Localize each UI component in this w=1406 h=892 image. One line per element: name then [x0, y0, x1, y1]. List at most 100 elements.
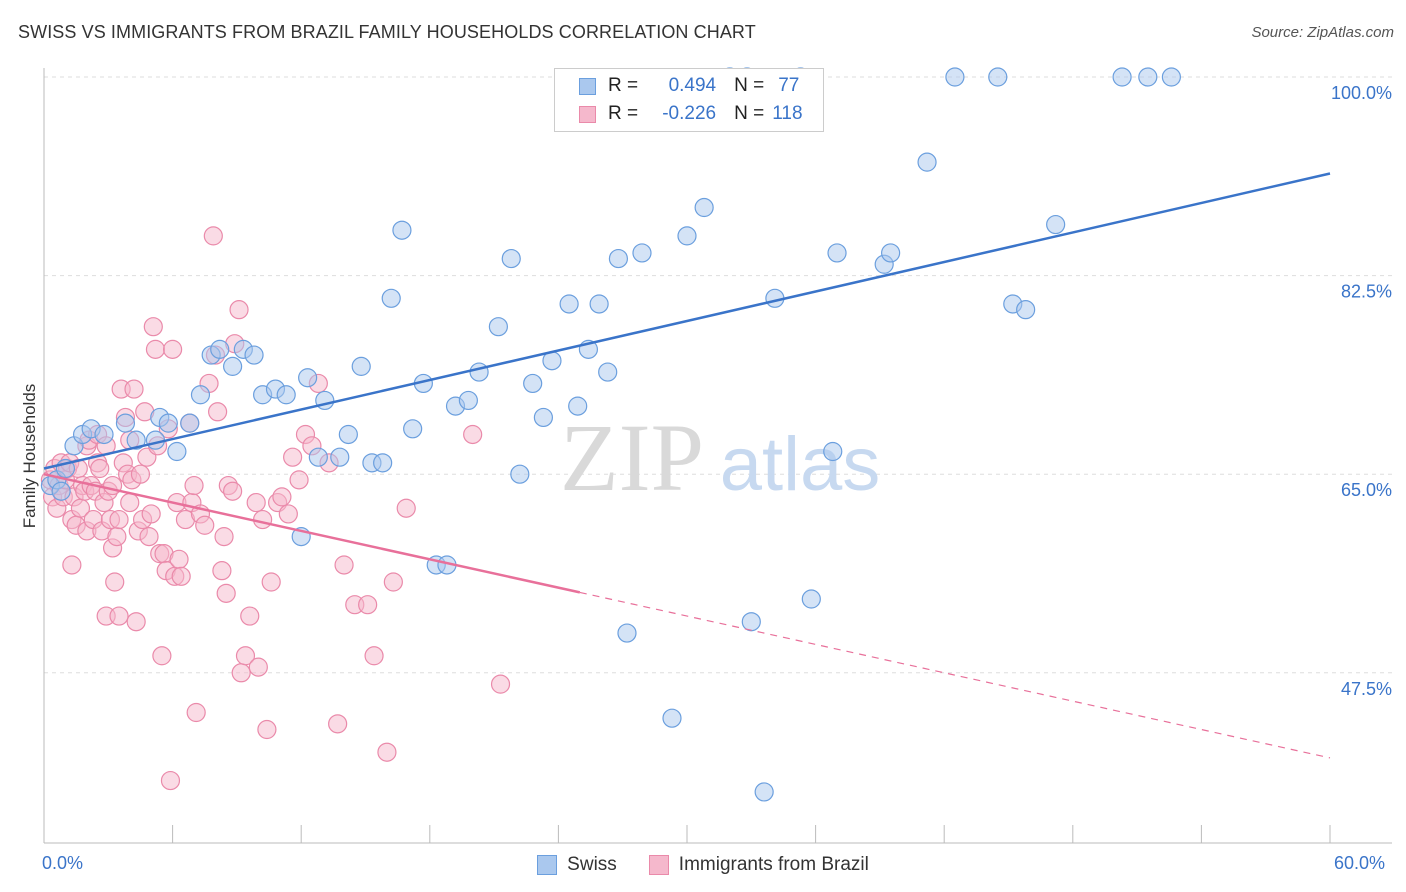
legend-swatch-brazil: [648, 855, 669, 875]
legend-row-brazil: R = -0.226 N = 118: [555, 100, 803, 128]
brazil-point: [124, 379, 144, 399]
legend-label-swiss: Swiss: [567, 854, 617, 875]
watermark: ZIP atlas: [560, 404, 880, 511]
swiss-point: [94, 424, 114, 445]
brazil-point: [208, 402, 228, 422]
swiss-point: [917, 152, 937, 172]
brazil-point: [126, 612, 146, 632]
swiss-point: [881, 243, 901, 263]
brazil-point: [62, 555, 82, 575]
brazil-point: [184, 475, 204, 496]
x-tick-label-min: 0.0%: [42, 853, 84, 873]
swiss-point: [1016, 300, 1036, 320]
brazil-point: [145, 339, 166, 359]
swiss-point: [988, 67, 1008, 87]
gridlines: [44, 76, 1392, 674]
brazil-point: [383, 572, 403, 592]
brazil-point: [283, 447, 303, 467]
swiss-point: [1138, 67, 1158, 87]
swiss-point: [158, 413, 178, 433]
swiss-point: [298, 368, 318, 388]
swiss-point: [662, 708, 682, 728]
brazil-point: [328, 714, 348, 734]
brazil-point: [334, 555, 354, 575]
brazil-point: [235, 646, 256, 666]
brazil-point: [105, 572, 125, 592]
swiss-point: [533, 407, 553, 428]
stats-legend: R = 0.494 N = 77 R = -0.226 N = 118: [554, 68, 824, 132]
swiss-point: [469, 362, 489, 382]
brazil-n-value: 118: [772, 103, 803, 124]
swiss-point: [510, 464, 530, 484]
swiss-point: [210, 339, 230, 359]
swiss-point: [694, 197, 714, 218]
swiss-swatch: [579, 77, 596, 95]
swiss-point: [801, 589, 821, 609]
brazil-point: [231, 663, 251, 683]
brazil-point: [377, 742, 397, 762]
brazil-point: [246, 492, 266, 513]
swiss-point: [458, 390, 478, 411]
brazil-point: [396, 498, 416, 518]
brazil-points: [40, 226, 511, 791]
swiss-point: [1112, 67, 1132, 87]
brazil-point: [169, 549, 189, 569]
brazil-point: [257, 719, 277, 740]
series-legend: Swiss Immigrants from Brazil: [0, 852, 1406, 878]
brazil-point: [130, 464, 151, 484]
legend-swatch-swiss: [537, 855, 558, 875]
brazil-r-label: R =: [608, 103, 639, 124]
swiss-r-value: 0.494: [668, 75, 717, 96]
brazil-point: [248, 657, 268, 677]
brazil-point: [212, 561, 232, 581]
brazil-n-label: N =: [734, 103, 765, 124]
swiss-point: [373, 453, 393, 473]
swiss-point: [589, 294, 609, 314]
y-tick-label: 82.5%: [1341, 282, 1392, 302]
swiss-point: [115, 413, 136, 433]
brazil-point: [216, 583, 236, 603]
swiss-point: [1161, 67, 1181, 87]
brazil-point: [141, 504, 161, 524]
swiss-point: [392, 220, 412, 240]
brazil-point: [229, 300, 249, 320]
swiss-point: [617, 623, 637, 643]
y-tick-label: 100.0%: [1331, 83, 1392, 103]
brazil-point: [152, 646, 172, 666]
swiss-point: [823, 441, 843, 462]
trend-lines: [43, 172, 1331, 759]
brazil-point: [171, 566, 191, 586]
swiss-point: [145, 430, 166, 450]
brazil-point: [143, 317, 163, 337]
swiss-point: [51, 481, 71, 501]
swiss-point: [488, 317, 508, 337]
brazil-point: [289, 470, 309, 490]
brazil-point: [109, 606, 129, 626]
brazil-point: [261, 572, 281, 592]
swiss-point: [223, 356, 243, 376]
brazil-point: [203, 226, 223, 246]
swiss-point: [126, 430, 146, 450]
brazil-point: [463, 424, 483, 445]
y-tick-label: 65.0%: [1341, 480, 1392, 500]
swiss-trend-line: [43, 172, 1331, 470]
brazil-point: [163, 339, 183, 359]
swiss-point: [244, 345, 264, 365]
swiss-point: [827, 243, 847, 263]
legend-item-swiss: Swiss: [537, 854, 617, 876]
swiss-point: [501, 248, 521, 269]
swiss-point: [568, 396, 588, 416]
swiss-point: [598, 362, 618, 382]
brazil-point: [186, 702, 206, 723]
legend-item-brazil: Immigrants from Brazil: [648, 854, 869, 876]
brazil-point: [195, 515, 215, 535]
brazil-point: [272, 487, 292, 507]
swiss-point: [190, 385, 211, 405]
swiss-point: [632, 243, 652, 263]
swiss-r-label: R =: [608, 75, 639, 96]
brazil-trend-line: [43, 472, 581, 594]
brazil-point: [490, 674, 511, 694]
swiss-point: [338, 424, 358, 445]
swiss-point: [608, 248, 629, 269]
